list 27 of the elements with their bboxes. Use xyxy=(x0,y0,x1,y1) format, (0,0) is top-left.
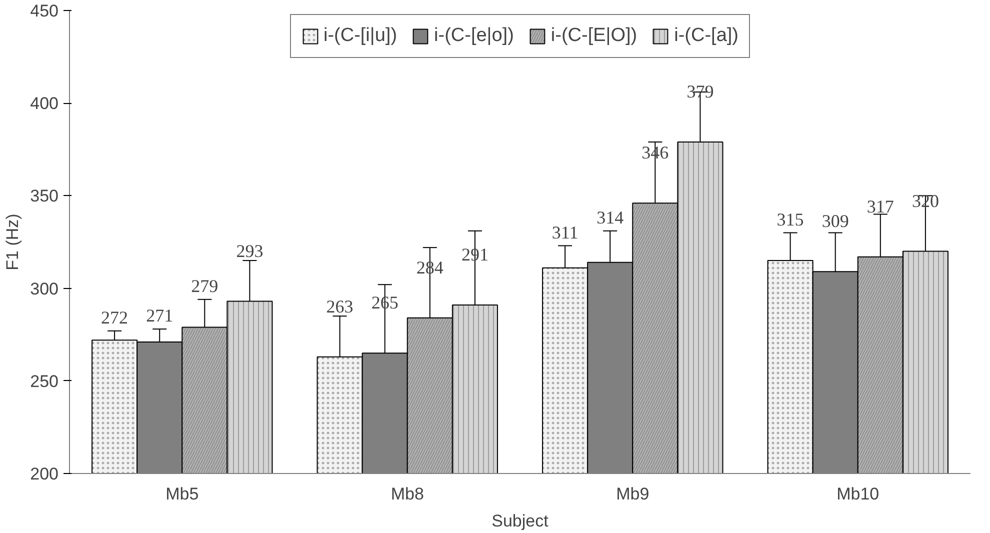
y-tick-label: 450 xyxy=(30,2,59,20)
y-tick-label: 200 xyxy=(30,464,59,484)
x-axis-title: Subject xyxy=(492,512,549,530)
data-label: 315 xyxy=(776,209,804,230)
data-label: 263 xyxy=(326,296,354,316)
x-tick-label: Mb10 xyxy=(836,484,880,504)
data-label: 309 xyxy=(822,211,849,232)
y-tick-label: 250 xyxy=(30,372,59,391)
data-label: 279 xyxy=(191,276,218,296)
legend-label: i-(C-[a]) xyxy=(674,25,739,47)
x-tick-label: Mb9 xyxy=(616,484,650,504)
legend-label: i-(C-[e|o]) xyxy=(434,25,514,47)
legend-label: i-(C-[i|u]) xyxy=(323,25,398,47)
y-axis-title: F1 (Hz) xyxy=(3,214,22,270)
data-label: 317 xyxy=(866,196,894,216)
y-tick-label: 300 xyxy=(30,279,59,298)
data-label: 314 xyxy=(596,207,624,228)
data-label: 272 xyxy=(101,307,128,328)
data-label: 379 xyxy=(686,82,714,102)
x-tick-label: Mb5 xyxy=(166,484,199,504)
y-tick-label: 400 xyxy=(30,94,59,114)
legend-label: i-(C-[E|O]) xyxy=(550,25,638,47)
x-tick-label: Mb8 xyxy=(390,484,424,504)
y-tick-label: 350 xyxy=(30,186,59,206)
data-label: 311 xyxy=(552,222,578,242)
data-label: 271 xyxy=(146,306,174,326)
data-label: 293 xyxy=(236,240,264,261)
